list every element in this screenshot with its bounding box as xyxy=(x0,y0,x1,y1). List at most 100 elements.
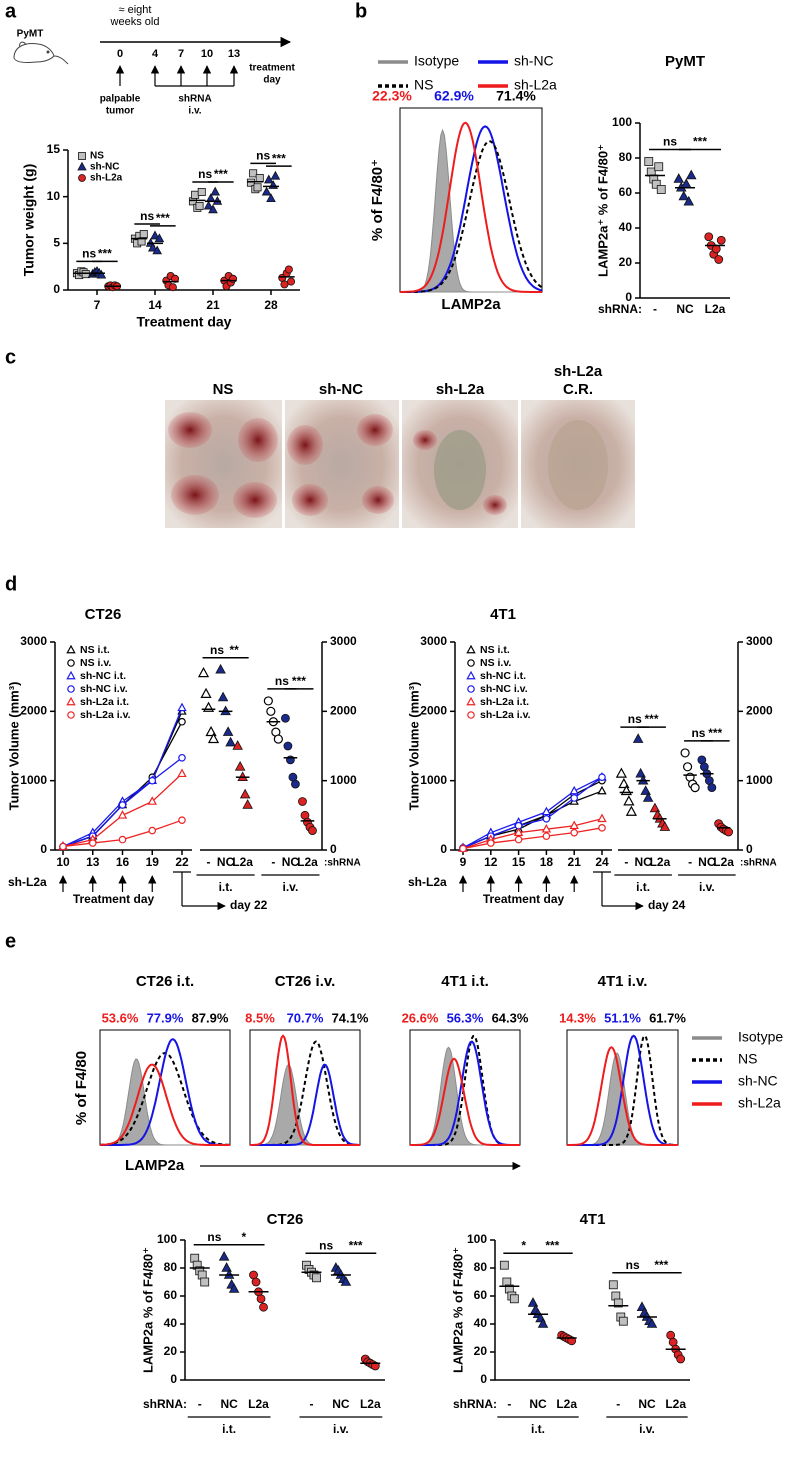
data-point xyxy=(340,1276,352,1286)
y-tick-label: 60 xyxy=(164,1288,178,1302)
y-axis-label: LAMP2a % of F4/80⁺ xyxy=(450,1247,465,1373)
data-point xyxy=(203,200,214,210)
x-axis-label: Treatment day xyxy=(137,314,232,330)
significance-label: * xyxy=(241,1230,246,1244)
data-point xyxy=(542,814,551,823)
histogram-curve xyxy=(410,1040,520,1146)
y-tick-label: 2000 xyxy=(330,704,357,718)
data-point xyxy=(234,760,246,771)
data-point xyxy=(259,1302,268,1312)
legend-marker xyxy=(78,152,86,160)
data-point xyxy=(459,844,467,853)
y-tick-label: 20 xyxy=(164,1344,178,1358)
dosing-label: sh-L2a xyxy=(408,875,447,889)
legend-label: sh-L2a i.t. xyxy=(80,696,129,708)
data-point xyxy=(171,274,180,283)
data-point xyxy=(370,1361,380,1371)
histogram-curve xyxy=(250,1063,360,1146)
photo-panel xyxy=(165,400,635,528)
data-point xyxy=(177,768,187,778)
data-point xyxy=(284,265,293,274)
x-tick-label: - xyxy=(198,1397,202,1411)
data-point xyxy=(527,1297,539,1307)
x-tick-label: 12 xyxy=(484,855,498,869)
data-point xyxy=(509,1294,519,1304)
legend-marker xyxy=(467,711,475,719)
photo-label: C.R. xyxy=(563,381,593,398)
y-tick-label: 100 xyxy=(157,1232,177,1246)
y-tick-label: 0 xyxy=(625,290,632,304)
histogram-curve xyxy=(410,1034,520,1146)
x-tick-label: 7 xyxy=(94,298,101,312)
data-point xyxy=(261,186,272,196)
data-point xyxy=(308,826,317,835)
age-label: weeks old xyxy=(110,16,160,28)
histogram-title: CT26 i.v. xyxy=(275,973,336,990)
legend-marker xyxy=(66,670,76,680)
x-tick-label: NC xyxy=(529,1397,547,1411)
significance-label: ** xyxy=(229,643,239,657)
data-point xyxy=(150,230,160,240)
data-point xyxy=(118,801,127,809)
y-tick-label: 5 xyxy=(53,236,60,250)
data-point xyxy=(640,785,651,795)
data-point xyxy=(541,806,552,816)
panel-label: c xyxy=(5,346,16,368)
data-point xyxy=(221,1262,232,1272)
significance-label: *** xyxy=(214,167,228,181)
legend-label: sh-NC i.v. xyxy=(80,683,128,695)
histogram-curve xyxy=(400,121,542,293)
legend-label: sh-NC xyxy=(514,53,554,69)
legend-label: sh-L2a xyxy=(514,77,557,93)
percent-label: 71.4% xyxy=(496,88,536,104)
legend-label: sh-L2a i.v. xyxy=(480,709,531,721)
group-label: i.v. xyxy=(639,1422,655,1436)
data-point xyxy=(178,816,186,824)
x-tick-label: NC xyxy=(282,855,300,869)
legend-label: sh-NC i.t. xyxy=(480,670,526,682)
data-point xyxy=(644,157,654,166)
data-point xyxy=(598,824,606,832)
legend-label: sh-NC i.v. xyxy=(480,683,528,695)
series-line xyxy=(62,707,183,848)
data-point xyxy=(210,186,221,196)
data-point xyxy=(220,705,231,716)
data-point xyxy=(570,828,579,837)
data-point xyxy=(253,183,262,192)
legend-marker xyxy=(66,696,76,706)
data-point xyxy=(147,796,157,805)
percent-label: 87.9% xyxy=(192,1010,229,1025)
legend-marker xyxy=(466,670,476,680)
percent-label: 8.5% xyxy=(245,1010,275,1025)
x-tick-label: 15 xyxy=(512,855,526,869)
y-tick-label: 1000 xyxy=(330,773,357,787)
legend-marker xyxy=(67,711,75,719)
y-tick-label: 40 xyxy=(619,220,633,234)
data-point xyxy=(598,773,606,782)
y-tick-label: 40 xyxy=(474,1316,488,1330)
histogram-frame xyxy=(99,1029,231,1146)
legend-label: Isotype xyxy=(414,53,459,69)
photo-label: sh-NC xyxy=(319,381,363,398)
day-label: 7 xyxy=(178,48,184,60)
group-label: i.t. xyxy=(222,1422,236,1436)
data-point xyxy=(147,242,158,252)
legend-marker xyxy=(466,644,476,654)
photo-label: NS xyxy=(213,381,234,398)
age-label: ≈ eight xyxy=(119,4,152,16)
x-axis-label: LAMP2a xyxy=(125,1157,185,1174)
day-label: 0 xyxy=(117,48,123,60)
y-tick-label: 60 xyxy=(474,1288,488,1302)
data-point xyxy=(632,733,644,743)
x-tick-label: L2a xyxy=(360,1397,381,1411)
data-point xyxy=(208,204,218,214)
treatment-label: shRNA xyxy=(178,94,211,105)
legend-label: sh-L2a i.v. xyxy=(80,709,131,721)
data-point xyxy=(96,269,107,279)
data-point xyxy=(81,270,90,279)
y-tick-label: 2000 xyxy=(746,704,773,718)
start-label: tumor xyxy=(106,106,134,117)
y-tick-label: 10 xyxy=(47,189,61,203)
